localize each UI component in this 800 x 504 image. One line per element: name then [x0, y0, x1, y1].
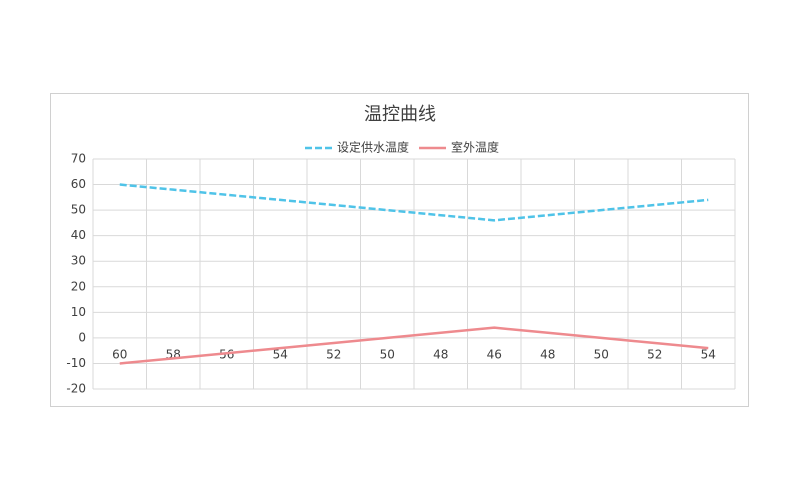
y-tick-label: 30	[71, 254, 86, 268]
y-tick-label: -10	[66, 356, 86, 370]
x-tick-label: 52	[326, 347, 341, 361]
y-tick-label: 70	[71, 152, 86, 166]
x-tick-label: 46	[487, 347, 502, 361]
y-tick-label: 20	[71, 279, 86, 293]
x-tick-label: 60	[112, 347, 127, 361]
x-tick-label: 50	[594, 347, 609, 361]
x-tick-label: 54	[273, 347, 288, 361]
chart-title: 温控曲线	[364, 104, 436, 125]
x-tick-label: 48	[433, 347, 448, 361]
y-tick-label: 10	[71, 305, 86, 319]
series-line	[119, 326, 709, 365]
legend-label: 室外温度	[451, 140, 499, 155]
x-tick-label: 54	[701, 347, 716, 361]
x-tick-label: 52	[647, 347, 662, 361]
chart-frame	[50, 93, 749, 407]
legend-label: 设定供水温度	[337, 140, 409, 155]
x-tick-label: 48	[540, 347, 555, 361]
y-tick-label: -20	[66, 382, 86, 396]
x-tick-label: 50	[380, 347, 395, 361]
y-tick-label: 0	[78, 330, 86, 344]
y-tick-label: 50	[71, 203, 86, 217]
y-tick-label: 40	[71, 228, 86, 242]
series-line	[119, 183, 709, 222]
y-tick-label: 60	[71, 177, 86, 191]
